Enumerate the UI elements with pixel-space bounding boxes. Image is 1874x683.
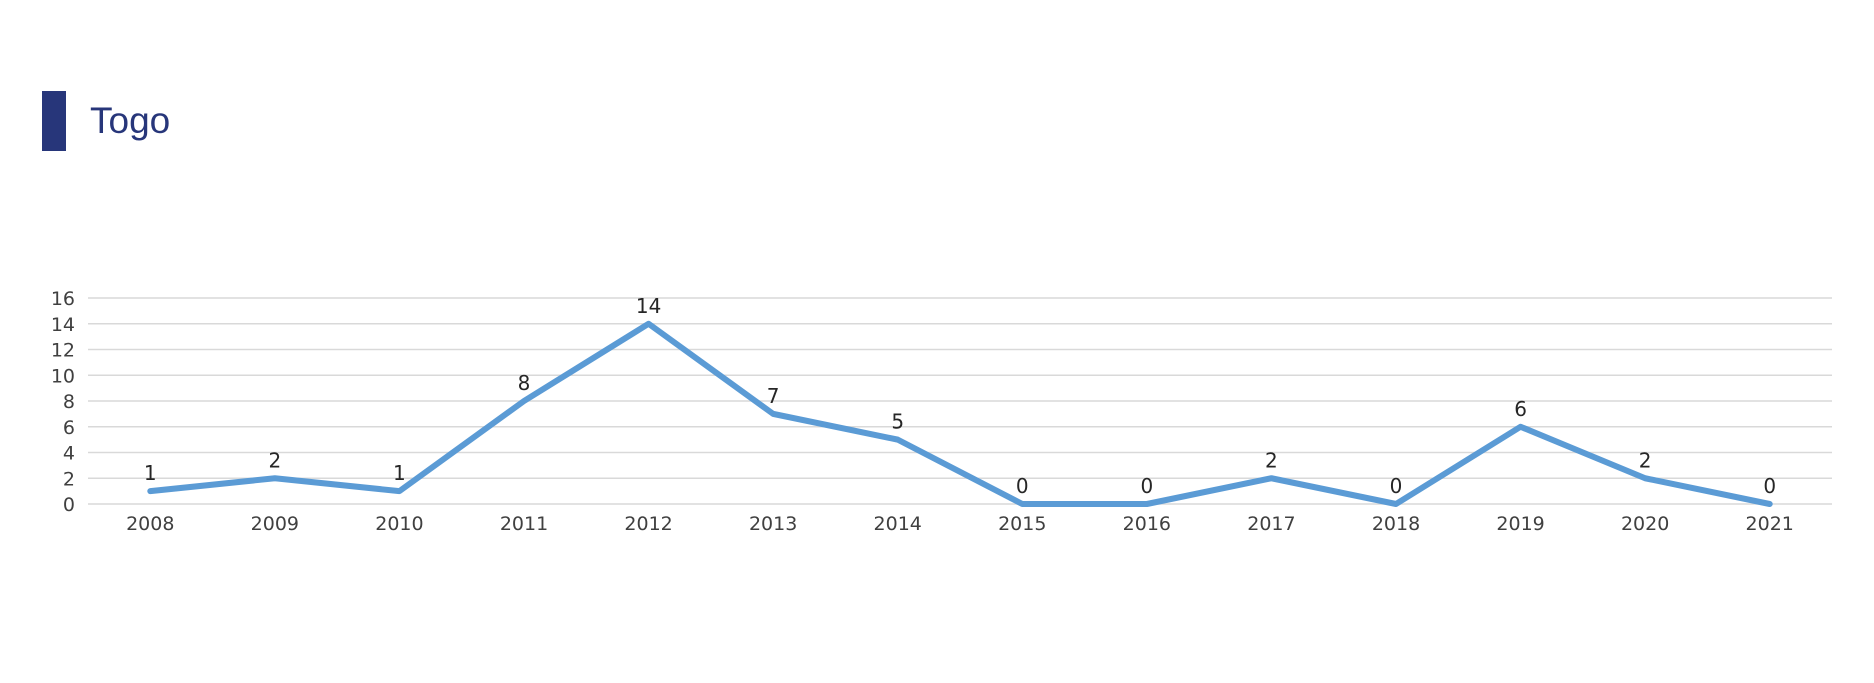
y-tick-label: 14 [51, 314, 75, 336]
data-label: 2 [268, 448, 281, 472]
x-tick-label: 2016 [1123, 513, 1171, 535]
x-tick-label: 2019 [1496, 513, 1544, 535]
x-tick-label: 2018 [1372, 513, 1420, 535]
series [147, 320, 1773, 507]
x-tick-label: 2013 [749, 513, 797, 535]
data-label: 5 [891, 410, 904, 434]
data-label: 2 [1639, 448, 1652, 472]
series-line [147, 320, 1773, 507]
x-tick-label: 2008 [126, 513, 174, 535]
y-tick-label: 6 [63, 417, 75, 439]
x-tick-label: 2017 [1247, 513, 1295, 535]
x-tick-label: 2010 [375, 513, 423, 535]
data-label: 6 [1514, 397, 1527, 421]
y-tick-label: 16 [51, 288, 75, 310]
data-label: 1 [144, 461, 157, 485]
data-label: 7 [767, 384, 780, 408]
x-tick-label: 2012 [624, 513, 672, 535]
x-tick-label: 2015 [998, 513, 1046, 535]
x-tick-label: 2014 [874, 513, 922, 535]
title-accent-bar [42, 91, 66, 151]
data-label: 1 [393, 461, 406, 485]
data-label: 0 [1140, 474, 1153, 498]
y-tick-label: 2 [63, 468, 75, 490]
gridlines [88, 297, 1832, 505]
y-tick-label: 10 [51, 365, 75, 387]
x-tick-label: 2021 [1746, 513, 1794, 535]
data-label: 8 [518, 371, 531, 395]
data-label: 0 [1390, 474, 1403, 498]
y-axis-ticks: 0 2 4 6 8 10 12 14 16 [51, 288, 75, 516]
x-axis-ticks: 2008 2009 2010 2011 2012 2013 2014 2015 2016 2017… [126, 513, 1794, 535]
data-label: 14 [636, 294, 661, 318]
data-labels: 1 2 1 8 14 7 5 0 0 2 0 6 2 0 [144, 294, 1776, 498]
x-tick-label: 2011 [500, 513, 548, 535]
y-tick-label: 12 [51, 340, 75, 362]
y-tick-label: 8 [63, 391, 75, 413]
chart-title-block: Togo [42, 91, 170, 151]
x-tick-label: 2009 [251, 513, 299, 535]
y-tick-label: 0 [63, 494, 75, 516]
data-label: 0 [1763, 474, 1776, 498]
data-label: 2 [1265, 448, 1278, 472]
chart-title: Togo [90, 100, 171, 141]
data-label: 0 [1016, 474, 1029, 498]
x-tick-label: 2020 [1621, 513, 1669, 535]
y-tick-label: 4 [63, 443, 75, 465]
